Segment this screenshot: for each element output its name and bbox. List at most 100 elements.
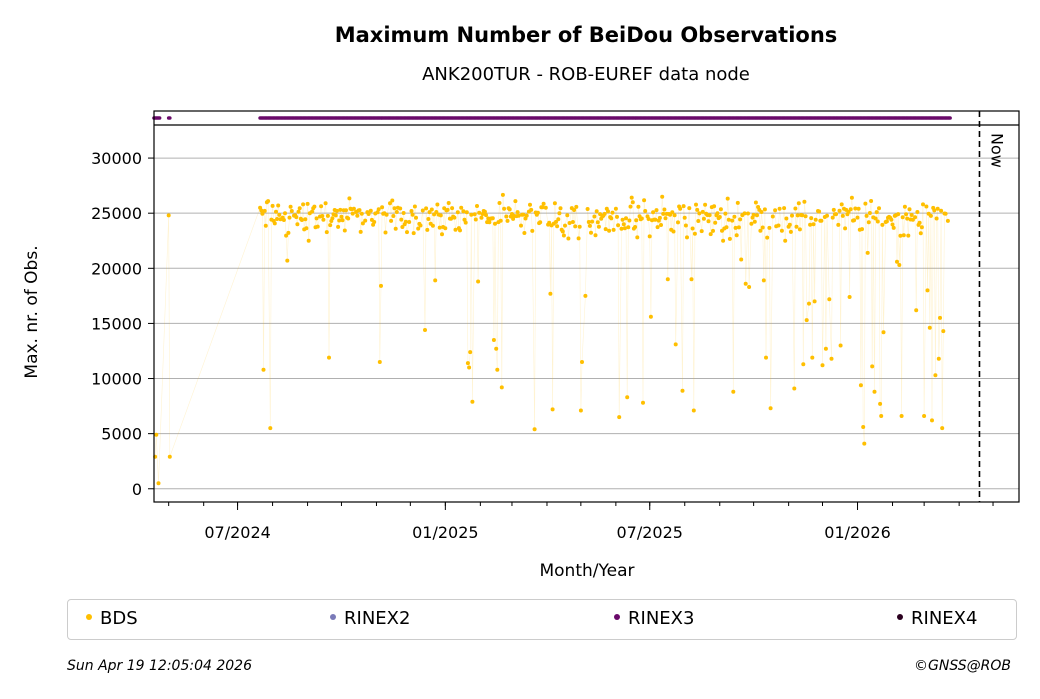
bds-point [497, 201, 502, 205]
bds-point [784, 216, 789, 221]
bds-point [760, 225, 765, 230]
legend-marker-rinex2 [330, 614, 336, 620]
bds-point [928, 213, 933, 218]
bds-point [515, 210, 520, 215]
bds-point [580, 360, 584, 364]
bds-point [870, 364, 875, 369]
bds-point [802, 199, 807, 204]
bds-point [521, 212, 526, 217]
bds-point [464, 210, 469, 215]
legend-item-rinex3: RINEX3 [614, 609, 694, 629]
bds-point [429, 207, 434, 212]
bds-point [166, 213, 171, 218]
bds-point [817, 209, 822, 214]
bds-point [718, 207, 723, 212]
bds-point [897, 263, 902, 267]
bds-point [936, 356, 941, 361]
bds-point [673, 342, 678, 347]
bds-point [576, 236, 581, 241]
bds-point [647, 234, 652, 239]
bds-point [561, 233, 566, 238]
bds-point [304, 226, 309, 231]
bds-point [430, 223, 435, 228]
axes-frame [153, 110, 1020, 503]
bds-point [630, 200, 635, 205]
bds-point [380, 205, 385, 210]
bds-point [862, 441, 867, 446]
bds-point [792, 386, 797, 391]
bds-point [261, 367, 266, 372]
bds-point [566, 236, 571, 241]
bds-point [401, 211, 406, 215]
bds-point [831, 207, 836, 212]
bds-point [557, 211, 562, 216]
bds-point [555, 224, 560, 229]
bds-point [392, 206, 397, 211]
bds-point [337, 218, 342, 223]
bds-point [325, 213, 330, 218]
bds-point [156, 481, 161, 486]
bds-point [762, 207, 767, 212]
bds-point [906, 233, 911, 238]
bds-point [494, 346, 499, 351]
bds-point [869, 199, 874, 203]
bds-point [548, 291, 553, 296]
bds-point [671, 229, 676, 234]
bds-point [933, 373, 938, 378]
bds-point [276, 203, 281, 208]
bds-point [427, 210, 432, 215]
legend-item-bds: BDS [86, 609, 138, 629]
bds-point [541, 201, 546, 206]
bds-point [731, 389, 736, 394]
bds-point [743, 281, 748, 286]
bds-point [680, 388, 685, 393]
bds-point [721, 238, 726, 243]
bds-point [624, 216, 628, 221]
legend-item-rinex2: RINEX2 [330, 609, 410, 629]
bds-point [823, 346, 828, 351]
bds-point [692, 231, 697, 236]
x-tick-label: 01/2025 [412, 523, 478, 542]
bds-point [636, 204, 641, 209]
bds-point [703, 202, 708, 207]
bds-point [596, 224, 601, 229]
bds-point [918, 231, 923, 236]
bds-point [689, 277, 694, 282]
bds-point [713, 220, 718, 225]
bds-point [768, 406, 773, 411]
bds-point [469, 212, 474, 217]
bds-point [625, 395, 630, 400]
bds-point [682, 215, 687, 220]
bds-point [294, 215, 299, 220]
bds-point [628, 204, 633, 209]
bds-point [620, 217, 625, 222]
footer-timestamp: Sun Apr 19 12:05:04 2026 [67, 658, 252, 674]
bds-point [475, 204, 479, 208]
bds-point [574, 204, 579, 209]
bds-point [424, 206, 429, 211]
bds-point [519, 223, 523, 228]
bds-point [389, 218, 394, 223]
bds-point [809, 216, 814, 221]
bds-point [303, 217, 308, 222]
bds-point [472, 212, 477, 217]
bds-point [839, 202, 844, 207]
bds-point [513, 199, 518, 204]
bds-point [450, 206, 455, 211]
bds-point [878, 401, 883, 406]
bds-point [414, 215, 418, 220]
bds-point [394, 210, 399, 214]
bds-point [587, 223, 592, 228]
bds-point [843, 226, 848, 231]
bds-point [825, 213, 829, 218]
bds-point [609, 216, 614, 221]
bds-point [749, 221, 754, 226]
bds-point [853, 206, 858, 211]
bds-point [403, 219, 408, 224]
bds-point [861, 425, 866, 429]
bds-point [927, 325, 932, 330]
bds-point [770, 214, 775, 219]
bds-point [723, 211, 728, 216]
bds-point [333, 213, 338, 218]
bds-point [287, 215, 292, 220]
